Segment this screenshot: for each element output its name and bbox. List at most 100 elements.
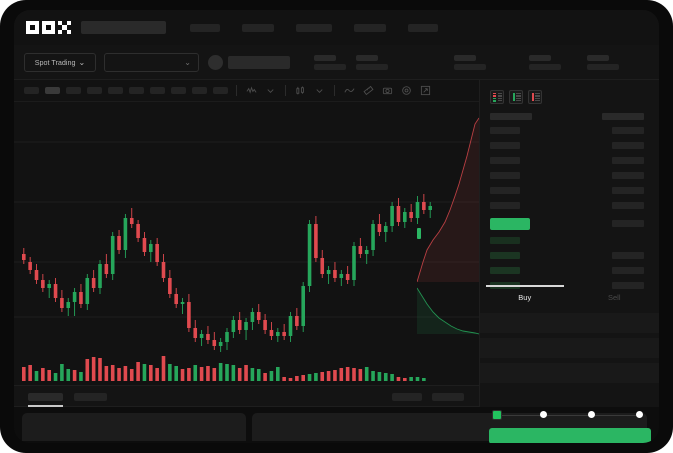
orderbook-bid-amount[interactable] [612,252,644,259]
tab-buy-label: Buy [518,292,532,302]
orderbook-asks-icon[interactable] [528,90,542,104]
stepper-dot-2[interactable] [588,411,595,418]
tab-order-history[interactable] [74,393,107,401]
market-stat-label [529,55,551,61]
market-stat-label [454,55,476,61]
nav-item-1[interactable] [242,23,274,32]
timeframe-8[interactable] [192,87,207,94]
order-field-2[interactable] [480,363,659,383]
nav-item-2[interactable] [296,23,332,32]
depth-chart-overlay [417,117,479,335]
orderbook-ask-amount[interactable] [612,127,644,134]
market-stat-1 [356,55,388,70]
indicator-icon[interactable] [245,84,258,97]
orderbook-bid-price[interactable] [490,267,520,274]
chevron-down-icon[interactable] [313,84,326,97]
nav-item-3[interactable] [354,23,386,32]
settings-gear-icon[interactable] [400,84,413,97]
market-stat-value [356,64,388,70]
orderbook-ask-price[interactable] [490,127,520,134]
orderbook-bids-icon[interactable] [509,90,523,104]
trading-pair-select[interactable]: ⌄ [104,53,199,72]
orderbook-ask-amount[interactable] [612,142,644,149]
stepper-dot-1[interactable] [540,411,547,418]
candlestick-series [22,194,432,352]
orderbook-bid-amount[interactable] [612,282,644,289]
orderbook-ask-price[interactable] [490,202,520,209]
orderbook-ask-price[interactable] [490,172,520,179]
orderbook-ask-amount[interactable] [612,172,644,179]
orderbook-bid-price[interactable] [490,252,520,259]
orderbook-bid-price[interactable] [490,237,520,244]
toolbar-divider [236,85,237,96]
okx-logo-square-icon-2 [42,21,55,34]
orderbook-col-header-price [490,113,532,120]
orderbook-current-amount [612,220,644,227]
orderbook-col-header-amount [602,113,644,120]
timeframe-7[interactable] [171,87,186,94]
orderbook-ask-price[interactable] [490,187,520,194]
nav-item-4[interactable] [408,23,438,32]
submit-order-button[interactable] [489,428,651,443]
timeframe-6[interactable] [150,87,165,94]
orderbook-ask-price[interactable] [490,142,520,149]
orderbook-bid-amount[interactable] [612,267,644,274]
bottom-panel-0[interactable] [22,413,246,441]
pair-avatar [208,55,223,70]
pair-price-placeholder [228,56,290,69]
chevron-down-icon[interactable] [264,84,277,97]
search-input[interactable] [81,21,166,34]
price-chart[interactable] [14,102,479,385]
market-stat-2 [454,55,486,70]
app-screen: Spot Trading ⌄ ⌄ [14,10,659,443]
timeframe-9[interactable] [213,87,228,94]
orderbook-both-icon[interactable] [490,90,504,104]
volume-histogram [22,356,426,381]
orders-action-1[interactable] [432,393,464,401]
timeframe-4[interactable] [108,87,123,94]
okx-logo[interactable] [26,21,71,34]
toolbar-divider [334,85,335,96]
orders-action-0[interactable] [392,393,422,401]
tab-buy[interactable]: Buy [480,285,570,309]
orderbook-sidebar: Buy Sell [479,80,660,443]
okx-logo-x-icon [58,21,71,34]
stepper-track [497,414,642,416]
market-stat-label [356,55,378,61]
nav-item-0[interactable] [190,23,220,32]
timeframe-0[interactable] [24,87,39,94]
order-field-0[interactable] [480,313,659,333]
tab-sell[interactable]: Sell [570,285,660,309]
stepper-dot-3[interactable] [636,411,643,418]
camera-icon[interactable] [381,84,394,97]
market-stat-label [314,55,336,61]
orderbook-ask-price[interactable] [490,157,520,164]
ruler-icon[interactable] [362,84,375,97]
market-stat-3 [529,55,561,70]
okx-logo-square-icon [26,21,39,34]
amount-percent-stepper[interactable] [492,410,647,420]
chevron-down-icon: ⌄ [78,57,86,67]
order-field-1[interactable] [480,338,659,358]
top-navigation-bar [14,10,659,45]
trading-mode-selector[interactable]: Spot Trading ⌄ [24,53,96,72]
timeframe-3[interactable] [87,87,102,94]
market-stat-value [587,64,619,70]
timeframe-1[interactable] [45,87,60,94]
market-stat-value [529,64,561,70]
orderbook-ask-amount[interactable] [612,157,644,164]
orderbook-ask-amount[interactable] [612,202,644,209]
tab-open-orders[interactable] [28,393,63,401]
orderbook-ask-amount[interactable] [612,187,644,194]
chevron-down-icon: ⌄ [184,58,191,67]
fullscreen-icon[interactable] [419,84,432,97]
orders-tab-bar [14,385,479,407]
timeframe-5[interactable] [129,87,144,94]
candle-type-icon[interactable] [294,84,307,97]
timeframe-2[interactable] [66,87,81,94]
market-stat-4 [587,55,619,70]
stepper-handle[interactable] [492,410,502,420]
line-chart-icon[interactable] [343,84,356,97]
orderbook-current-price-row[interactable] [490,218,530,230]
